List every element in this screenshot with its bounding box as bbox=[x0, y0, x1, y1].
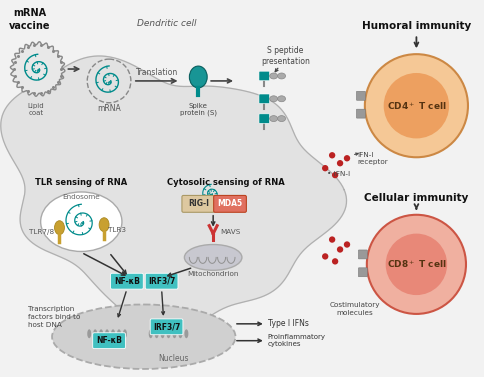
Text: TLR7/8: TLR7/8 bbox=[29, 228, 54, 234]
Ellipse shape bbox=[117, 329, 121, 338]
Text: Dendritic cell: Dendritic cell bbox=[137, 19, 197, 28]
Text: NF-κB: NF-κB bbox=[114, 277, 140, 286]
Text: mRNA: mRNA bbox=[97, 104, 121, 113]
Text: IRF3/7: IRF3/7 bbox=[153, 322, 180, 331]
Ellipse shape bbox=[55, 221, 64, 234]
Ellipse shape bbox=[166, 329, 170, 338]
Ellipse shape bbox=[155, 329, 159, 338]
Text: Cytosolic sensing of RNA: Cytosolic sensing of RNA bbox=[167, 178, 285, 187]
Text: NF-κB: NF-κB bbox=[96, 336, 122, 345]
Text: Costimulatory
molecules: Costimulatory molecules bbox=[330, 302, 380, 316]
Circle shape bbox=[337, 246, 343, 253]
Ellipse shape bbox=[111, 329, 115, 338]
Text: MDA5: MDA5 bbox=[217, 199, 242, 208]
Ellipse shape bbox=[184, 329, 188, 338]
Ellipse shape bbox=[270, 96, 278, 102]
Text: Mitochondrion: Mitochondrion bbox=[187, 271, 239, 277]
FancyBboxPatch shape bbox=[259, 114, 270, 123]
FancyBboxPatch shape bbox=[356, 91, 365, 100]
Circle shape bbox=[329, 152, 335, 158]
Ellipse shape bbox=[87, 329, 91, 338]
Circle shape bbox=[344, 155, 350, 161]
Text: RIG-I: RIG-I bbox=[188, 199, 209, 208]
FancyBboxPatch shape bbox=[259, 94, 270, 104]
FancyBboxPatch shape bbox=[259, 71, 270, 81]
Circle shape bbox=[344, 241, 350, 248]
Ellipse shape bbox=[184, 245, 242, 270]
Circle shape bbox=[322, 253, 328, 260]
Text: mRNA
vaccine: mRNA vaccine bbox=[9, 8, 50, 31]
Text: TLR sensing of RNA: TLR sensing of RNA bbox=[35, 178, 127, 187]
Circle shape bbox=[365, 54, 468, 157]
Text: IRF3/7: IRF3/7 bbox=[148, 277, 175, 286]
Text: Type I IFNs: Type I IFNs bbox=[268, 319, 309, 328]
Text: S peptide
presentation: S peptide presentation bbox=[261, 46, 310, 66]
Circle shape bbox=[329, 236, 335, 243]
FancyBboxPatch shape bbox=[213, 195, 246, 212]
Ellipse shape bbox=[99, 329, 103, 338]
Ellipse shape bbox=[270, 116, 278, 121]
Text: Nucleus: Nucleus bbox=[158, 354, 189, 363]
FancyBboxPatch shape bbox=[359, 268, 367, 277]
Text: TLR3: TLR3 bbox=[108, 227, 126, 233]
Text: Spike
protein (S): Spike protein (S) bbox=[180, 103, 217, 116]
FancyBboxPatch shape bbox=[356, 109, 365, 118]
Ellipse shape bbox=[278, 96, 286, 102]
Ellipse shape bbox=[189, 66, 207, 88]
Text: Proinflammatory
cytokines: Proinflammatory cytokines bbox=[268, 334, 326, 348]
Text: CD8$^+$ T cell: CD8$^+$ T cell bbox=[387, 259, 446, 270]
Ellipse shape bbox=[93, 329, 97, 338]
Ellipse shape bbox=[52, 305, 236, 369]
Text: Transcription
factors bind to
host DNA: Transcription factors bind to host DNA bbox=[28, 306, 80, 328]
Circle shape bbox=[337, 160, 343, 166]
FancyBboxPatch shape bbox=[150, 319, 183, 335]
Ellipse shape bbox=[105, 329, 109, 338]
Text: MAVS: MAVS bbox=[220, 228, 241, 234]
Text: Translation: Translation bbox=[136, 69, 178, 78]
Ellipse shape bbox=[149, 329, 152, 338]
Text: Lipid
coat: Lipid coat bbox=[28, 103, 44, 116]
Ellipse shape bbox=[278, 116, 286, 121]
FancyBboxPatch shape bbox=[182, 195, 214, 212]
Ellipse shape bbox=[278, 73, 286, 79]
Ellipse shape bbox=[161, 329, 165, 338]
Text: IFN-I
receptor: IFN-I receptor bbox=[357, 152, 388, 165]
Circle shape bbox=[367, 215, 466, 314]
Text: Humoral immunity: Humoral immunity bbox=[362, 21, 471, 31]
FancyBboxPatch shape bbox=[359, 250, 367, 259]
Circle shape bbox=[386, 234, 447, 295]
Ellipse shape bbox=[123, 329, 127, 338]
Circle shape bbox=[384, 73, 449, 138]
Circle shape bbox=[332, 258, 338, 265]
Text: Endosome: Endosome bbox=[62, 194, 100, 200]
Ellipse shape bbox=[41, 192, 122, 251]
Text: • IFN-I: • IFN-I bbox=[327, 171, 350, 177]
FancyBboxPatch shape bbox=[93, 333, 125, 349]
Polygon shape bbox=[11, 42, 65, 96]
Ellipse shape bbox=[270, 73, 278, 79]
Polygon shape bbox=[1, 56, 347, 333]
FancyBboxPatch shape bbox=[145, 273, 178, 289]
Text: CD4$^+$ T cell: CD4$^+$ T cell bbox=[387, 100, 446, 112]
Ellipse shape bbox=[99, 218, 109, 231]
FancyBboxPatch shape bbox=[110, 273, 143, 289]
Circle shape bbox=[332, 172, 338, 178]
Circle shape bbox=[322, 165, 328, 172]
Ellipse shape bbox=[172, 329, 177, 338]
Text: Cellular immunity: Cellular immunity bbox=[364, 193, 469, 203]
Ellipse shape bbox=[179, 329, 182, 338]
